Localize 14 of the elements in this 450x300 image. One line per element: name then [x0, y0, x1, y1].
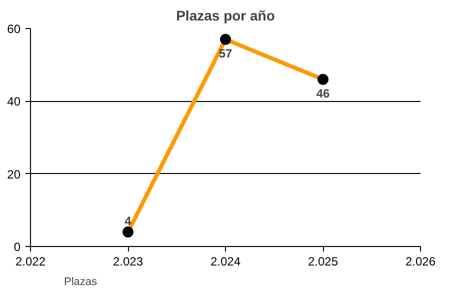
data-label: 57	[218, 46, 232, 60]
x-tick-label: 2.023	[112, 254, 144, 268]
data-label: 46	[316, 86, 330, 100]
x-tick-label: 2.022	[15, 254, 46, 268]
y-tick-label: 0	[14, 240, 21, 254]
y-tick-label: 60	[7, 22, 21, 36]
chart-title: Plazas por año	[176, 8, 275, 24]
x-tick-label: 2.024	[210, 254, 241, 268]
text: Plazas	[64, 276, 98, 288]
x-tick-label: 2.025	[308, 254, 338, 268]
data-label: 4	[124, 214, 132, 228]
y-tick-label: 20	[7, 167, 21, 182]
y-tick-label: 40	[7, 94, 21, 109]
x-tick-label: 2.026	[405, 254, 436, 268]
